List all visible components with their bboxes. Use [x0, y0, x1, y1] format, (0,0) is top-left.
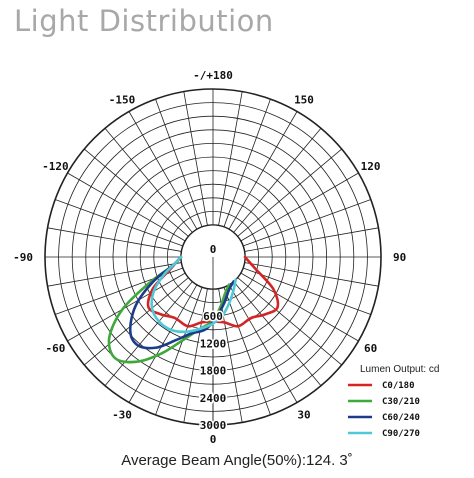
- angle-label: 150: [294, 93, 314, 106]
- chart-series: [107, 255, 280, 364]
- angle-label: 60: [364, 342, 377, 355]
- angle-label: -150: [109, 93, 136, 106]
- series-line-c60-240: [128, 255, 235, 350]
- radial-tick-label: 600: [203, 310, 223, 323]
- chart-legend: Lumen Output: cd C0/180 C30/210 C60/240 C90/…: [348, 364, 440, 439]
- radial-tick-label: 2400: [200, 392, 227, 405]
- series-line-c90-270: [150, 255, 237, 334]
- legend-title: Lumen Output: cd: [360, 364, 440, 375]
- legend-entry: C30/210: [382, 397, 420, 407]
- series-line-c30-210: [107, 255, 231, 364]
- radial-tick-label: 1800: [200, 365, 227, 378]
- angle-label: -/+180: [193, 69, 233, 82]
- radial-tick-label: 3000: [200, 419, 227, 432]
- angle-label: 120: [361, 160, 381, 173]
- beam-angle-caption: Average Beam Angle(50%):124. 3˚: [121, 452, 353, 469]
- chart-grid: [44, 88, 382, 426]
- angle-label: -60: [45, 342, 65, 355]
- radial-tick-label: 0: [210, 243, 217, 256]
- angle-label: -120: [42, 160, 69, 173]
- radial-tick-label: 1200: [200, 337, 227, 350]
- legend-entry: C90/270: [382, 429, 420, 439]
- legend-entry: C60/240: [382, 413, 420, 423]
- chart-labels: -/+180-150 150-120 120-90 90-60 60-30 3000600…: [13, 69, 406, 446]
- page-title: Light Distribution: [14, 4, 274, 38]
- angle-label: -30: [112, 409, 132, 422]
- angle-label: 30: [297, 409, 310, 422]
- angle-label: -90: [13, 251, 33, 264]
- angle-label: 0: [210, 433, 217, 446]
- legend-entry: C0/180: [382, 381, 415, 391]
- angle-label: 90: [393, 251, 406, 264]
